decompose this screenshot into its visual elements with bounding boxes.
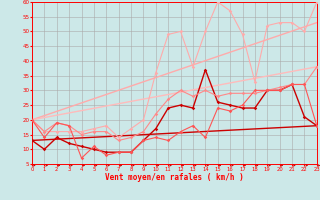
X-axis label: Vent moyen/en rafales ( km/h ): Vent moyen/en rafales ( km/h ): [105, 173, 244, 182]
